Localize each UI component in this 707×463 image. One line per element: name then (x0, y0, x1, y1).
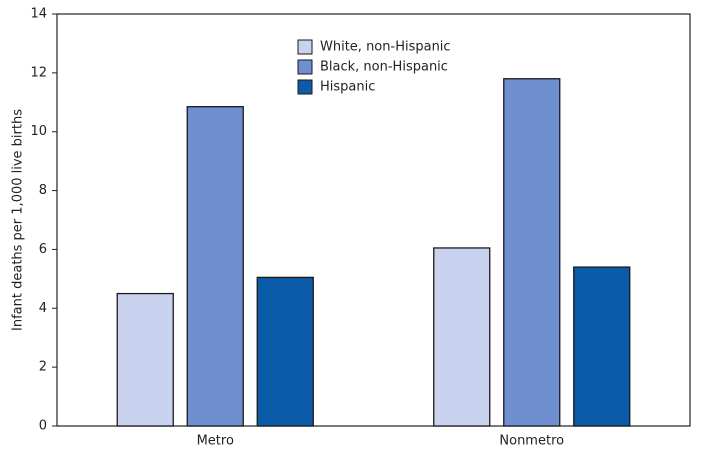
legend-swatch (297, 59, 313, 75)
y-tick-label: 0 (39, 419, 47, 434)
y-tick-label: 12 (30, 65, 47, 80)
bar (573, 266, 631, 427)
y-tick-label: 8 (39, 183, 47, 198)
y-tick-label: 4 (39, 301, 47, 316)
x-tick-label: Metro (197, 434, 234, 449)
bar (256, 276, 314, 427)
y-tick-label: 2 (39, 360, 47, 375)
legend-swatch (297, 79, 313, 95)
legend-swatch (297, 39, 313, 55)
bar (186, 106, 244, 427)
bar (433, 247, 491, 427)
bar (116, 292, 174, 427)
legend-label: White, non-Hispanic (320, 40, 451, 55)
y-tick-label: 6 (39, 242, 47, 257)
y-tick-label: 14 (30, 7, 47, 22)
x-tick-label: Nonmetro (499, 434, 564, 449)
plot-frame (56, 13, 691, 427)
y-tick-label: 10 (30, 124, 47, 139)
legend-label: Hispanic (320, 80, 375, 95)
legend-label: Black, non-Hispanic (320, 60, 448, 75)
y-axis-label: Infant deaths per 1,000 live births (11, 109, 26, 331)
bar (503, 78, 561, 427)
